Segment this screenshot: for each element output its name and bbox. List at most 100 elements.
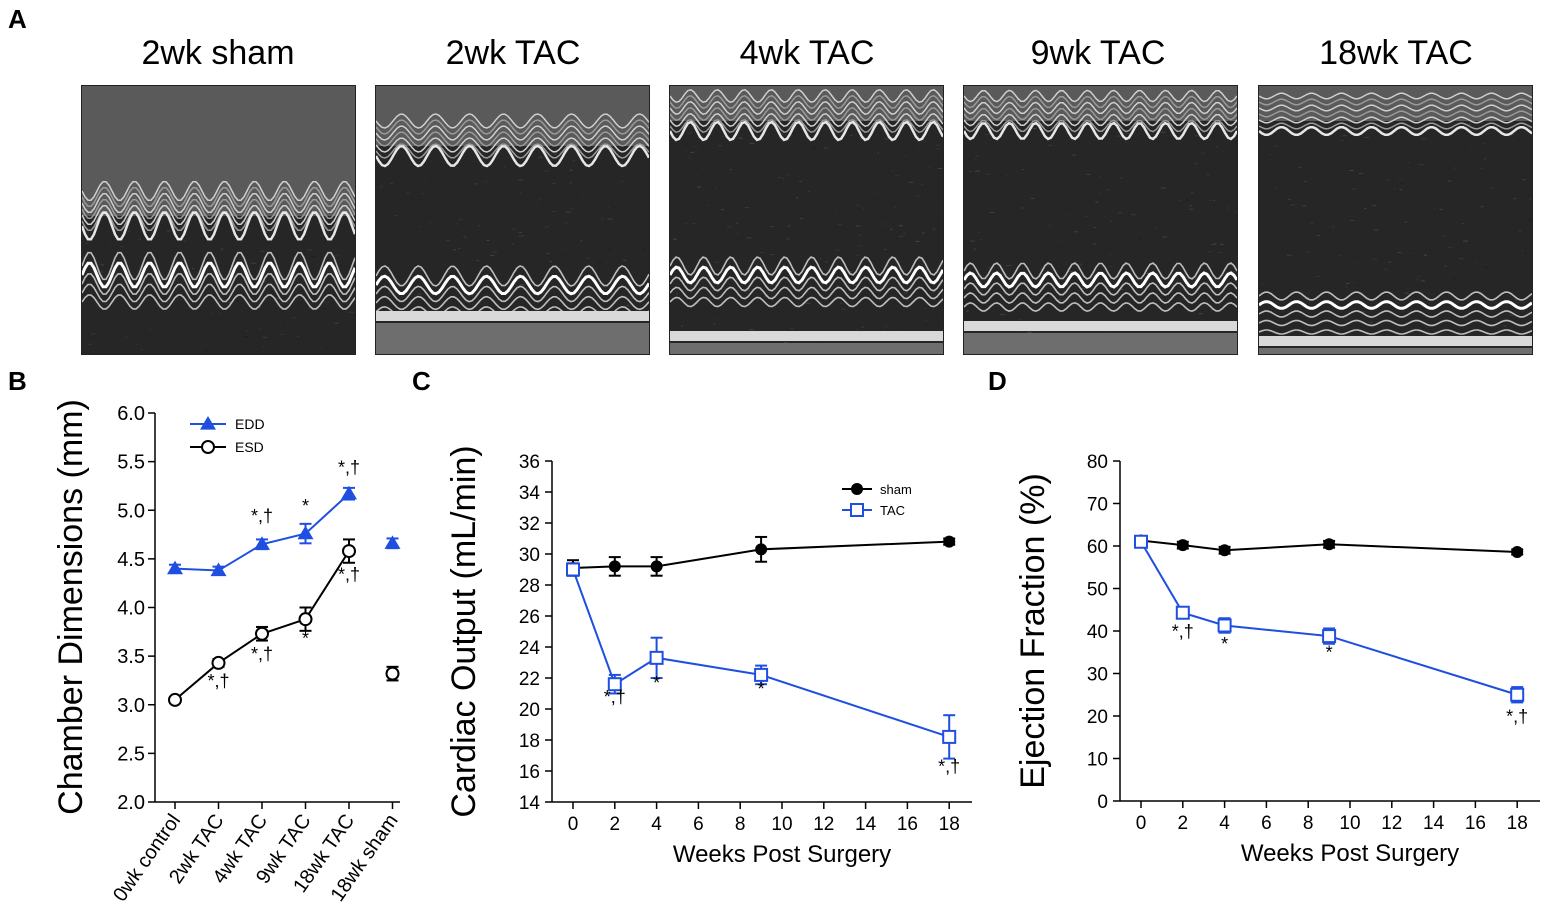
b-significance-annotation: *,† — [338, 457, 360, 477]
d-point-tac — [1322, 629, 1337, 644]
c-y-tick-label: 24 — [519, 638, 541, 659]
c-legend: sham TAC — [842, 482, 912, 518]
b-series-line-esd — [174, 550, 350, 701]
b-y-tick-label: 2.5 — [117, 743, 145, 765]
d-x-tick-label: 0 — [1136, 813, 1147, 834]
c-legend-label-sham: sham — [880, 482, 912, 497]
d-y-tick-label: 30 — [1087, 665, 1108, 686]
c-series-line-tac — [572, 569, 950, 738]
d-y-tick-label: 10 — [1087, 750, 1108, 771]
echo-mmode-image-2wk-tac — [375, 85, 650, 355]
b-point-edd — [254, 536, 270, 550]
c-y-tick-label: 26 — [519, 607, 540, 628]
c-legend-marker — [850, 503, 864, 517]
b-point-esd — [342, 544, 356, 559]
chart-d-ejection-fraction: 0 10 20 30 40 50 60 70 80 0 2 4 6 8 10 12 14 16 18 Weeks Po… — [1014, 452, 1540, 867]
d-point-sham — [1511, 545, 1524, 558]
b-point-esd — [211, 655, 226, 670]
b-legend-marker — [200, 416, 216, 430]
d-point-sham — [1176, 539, 1189, 552]
d-x-tick-label: 2 — [1178, 813, 1189, 834]
c-y-tick-label: 20 — [519, 700, 540, 721]
d-significance-annotation: * — [1326, 643, 1333, 663]
panel-letter-d: D — [988, 366, 1007, 396]
echo-title-4wk-tac: 4wk TAC — [739, 34, 875, 72]
c-point-tac — [754, 667, 769, 682]
c-y-tick-label: 30 — [519, 545, 540, 566]
b-x-tick-label: 0wk control — [109, 810, 185, 905]
c-y-tick-label: 18 — [519, 731, 540, 752]
d-significance-annotation: * — [1221, 634, 1228, 654]
c-x-tick-label: 14 — [855, 814, 877, 835]
c-y-tick-label: 14 — [519, 793, 541, 814]
c-point-sham — [650, 560, 663, 573]
b-legend-label-edd: EDD — [235, 416, 265, 432]
c-y-tick-label: 22 — [519, 669, 540, 690]
d-significance-annotation: *,† — [1172, 621, 1194, 641]
b-y-tick-label: 6.0 — [117, 403, 145, 425]
c-point-tac — [649, 650, 664, 665]
d-y-tick-label: 0 — [1097, 792, 1108, 813]
echo-mmode-image-2wk-sham — [81, 85, 356, 355]
d-point-tac — [1510, 687, 1525, 702]
b-y-tick-label: 5.0 — [117, 500, 145, 522]
b-y-tick-label: 4.0 — [117, 598, 145, 620]
d-point-sham — [1218, 544, 1231, 557]
c-point-sham — [608, 560, 621, 573]
d-x-tick-label: 10 — [1339, 813, 1360, 834]
d-x-tick-label: 6 — [1261, 813, 1272, 834]
echo-title-2wk-tac: 2wk TAC — [445, 34, 581, 72]
c-x-tick-label: 0 — [568, 814, 579, 835]
d-y-tick-label: 20 — [1087, 707, 1108, 728]
b-legend: EDD ESD — [190, 416, 265, 455]
c-x-tick-label: 2 — [610, 814, 621, 835]
c-x-tick-label: 16 — [897, 814, 918, 835]
c-point-tac — [607, 677, 622, 692]
c-legend-marker — [851, 483, 863, 495]
b-point-edd — [341, 485, 357, 500]
c-y-tick-label: 28 — [519, 576, 540, 597]
c-x-axis-label: Weeks Post Surgery — [673, 841, 891, 868]
d-point-sham — [1323, 538, 1336, 551]
d-x-tick-label: 8 — [1303, 813, 1314, 834]
c-significance-annotation: *,† — [938, 757, 960, 777]
b-significance-annotation: *,† — [338, 564, 360, 584]
d-point-tac — [1217, 618, 1232, 633]
d-point-tac — [1175, 605, 1190, 620]
b-point-esd — [168, 692, 182, 707]
b-legend-label-esd: ESD — [235, 439, 264, 455]
panel-letter-a: A — [8, 4, 27, 34]
c-y-axis-label: Cardiac Output (mL/min) — [445, 445, 483, 817]
b-significance-annotation: *,† — [251, 644, 273, 664]
b-y-axis-label: Chamber Dimensions (mm) — [52, 399, 90, 815]
c-x-tick-label: 18 — [939, 814, 960, 835]
c-y-tick-label: 32 — [519, 514, 540, 535]
b-significance-annotation: *,† — [207, 671, 229, 691]
c-point-tac — [566, 562, 580, 577]
d-y-axis-label: Ejection Fraction (%) — [1014, 473, 1052, 789]
c-point-tac — [942, 729, 957, 744]
echo-mmode-image-18wk-tac — [1258, 85, 1533, 355]
c-x-tick-label: 8 — [735, 814, 746, 835]
c-point-sham — [755, 543, 768, 556]
b-y-tick-label: 2.0 — [117, 792, 145, 814]
c-y-tick-label: 16 — [519, 762, 540, 783]
echo-mmode-image-9wk-tac — [963, 85, 1238, 355]
b-y-tick-label: 5.5 — [117, 452, 145, 474]
b-point-esd — [255, 626, 269, 641]
c-x-tick-label: 4 — [651, 814, 662, 835]
d-y-tick-label: 40 — [1087, 622, 1108, 643]
d-point-tac — [1134, 534, 1148, 549]
c-y-tick-label: 34 — [519, 483, 541, 504]
d-series-line-tac — [1140, 541, 1518, 696]
d-x-tick-label: 14 — [1423, 813, 1445, 834]
b-y-tick-label: 4.5 — [117, 549, 145, 571]
b-significance-annotation: * — [302, 496, 309, 516]
echo-mmode-image-4wk-tac — [669, 85, 944, 355]
d-significance-annotation: *,† — [1506, 706, 1528, 726]
c-significance-annotation: * — [758, 679, 765, 699]
b-point-esd — [385, 666, 400, 681]
d-x-tick-label: 12 — [1381, 813, 1402, 834]
